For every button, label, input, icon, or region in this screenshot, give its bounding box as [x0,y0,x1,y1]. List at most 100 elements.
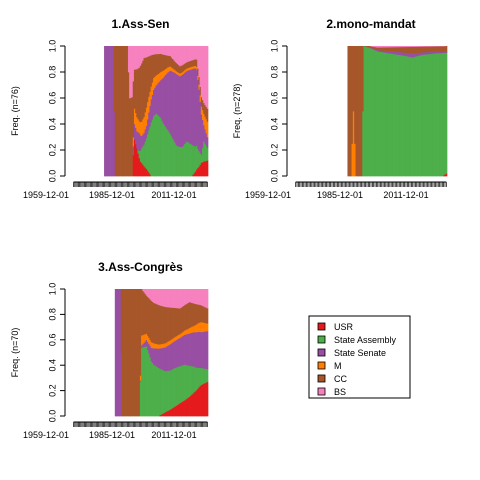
bar-segment-state-senate [377,49,379,52]
bar-segment-cc [173,307,175,338]
bar-segment-cc [352,46,355,112]
bar-segment-cc [170,307,173,340]
bar-segment-state-assembly [181,146,184,177]
bar-segment-bs [371,46,374,47]
x-tick-label: 1959-12-01 [23,190,69,200]
x-tick-label: 2011-12-01 [151,190,196,200]
bar-segment-usr [198,386,200,417]
bar-segment-usr [159,415,161,417]
bar-segment-state-assembly [139,150,142,162]
bar-segment-cc [428,46,430,53]
bar-segment-cc [159,305,161,345]
bar-segment-cc [421,46,424,53]
bar-segment-cc [203,102,205,114]
bar-segment-state-assembly [187,365,190,398]
bar-segment-bs [190,289,192,303]
bar-segment-bs [382,46,385,48]
bar-segment-m [354,143,356,177]
bar-segment-state-assembly [166,128,168,177]
bar-segment-state-assembly [167,370,169,412]
bar-segment-bs [394,46,397,48]
bar-segment-state-assembly [175,367,178,406]
bar-segment-cc [182,64,185,72]
bar-segment-state-senate [112,46,114,177]
bar-segment-state-senate [375,49,378,51]
bar-segment-cc [181,306,184,333]
bar-segment-m [164,68,167,76]
bar-segment-state-senate [117,289,119,417]
bar-segment-bs [157,289,160,305]
bar-segment-bs [151,46,154,55]
bar-segment-state-assembly [172,138,174,177]
y-tick-label: 0.6 [269,92,279,105]
bar-segment-state-senate [203,124,205,142]
bar-segment-cc [367,46,370,48]
bar-segment-state-senate [368,47,371,48]
bar-segment-state-assembly [203,141,205,162]
bar-segment-m [162,70,165,78]
bar-segment-cc [166,55,168,69]
bar-segment-usr [197,388,199,417]
bar-segment-cc [206,308,209,324]
bar-segment-cc [160,53,162,73]
bar-segment-m [148,337,150,344]
bar-segment-cc [151,54,154,83]
bar-segment-state-senate [114,289,117,417]
bar-segment-cc [190,60,192,68]
bar-segment-bs [145,46,148,58]
bar-segment-state-senate [178,75,180,147]
bar-segment-bs [412,46,414,47]
bar-segment-usr [148,172,150,177]
bar-segment-state-senate [414,52,417,57]
bar-segment-cc [142,290,144,336]
bar-segment-m [142,119,144,135]
bar-segment-state-assembly [190,365,192,396]
bar-segment-state-senate [160,79,162,119]
bar-segment-state-assembly [187,141,190,177]
bar-segment-bs [197,289,199,305]
bar-segment-usr [136,148,138,177]
legend-swatch [317,387,326,396]
bar-segment-bs [156,289,159,305]
bar-segment-state-assembly [441,52,444,177]
bar-segment-bs [173,289,175,308]
bar-segment-cc [157,304,160,345]
bar-segment-bs [186,289,189,304]
bar-segment-cc [413,46,416,54]
bar-segment-cc [123,289,125,417]
bar-segment-state-senate [436,51,438,54]
bar-segment-state-assembly [148,353,150,417]
bar-segment-cc [125,289,128,417]
bar-segment-state-assembly [184,364,186,401]
bar-segment-state-senate [145,125,148,139]
bar-segment-bs [202,46,204,101]
bar-segment-usr [186,398,189,417]
bar-segment-bs [194,46,197,60]
y-tick-label: 0.2 [269,144,279,157]
bar-segment-bs [159,289,161,306]
bar-segment-cc [180,65,183,74]
bar-segment-state-assembly [188,365,191,397]
bar-segment-state-senate [187,70,190,143]
bar-segment-bs [178,46,180,66]
bar-segment-bs [193,46,196,60]
legend-box [308,315,411,399]
bar-segment-state-senate [383,50,386,53]
bar-segment-bs [169,289,172,308]
bar-segment-bs [164,46,167,56]
bar-segment-state-assembly [178,366,180,405]
bar-segment-cc [133,289,136,417]
bar-segment-cc [198,304,200,323]
legend-label: USR [334,322,354,332]
bar-segment-state-senate [412,53,414,58]
bar-segment-state-assembly [173,368,175,408]
bar-segment-state-senate [186,333,189,366]
bar-segment-state-senate [200,331,203,369]
bar-segment-state-senate [173,72,175,141]
bar-segment-usr [137,153,140,177]
bar-segment-state-assembly [362,111,364,177]
bar-segment-bs [143,46,146,59]
bar-segment-state-assembly [142,347,144,417]
bar-segment-state-assembly [162,369,165,414]
bar-segment-m [187,328,190,334]
